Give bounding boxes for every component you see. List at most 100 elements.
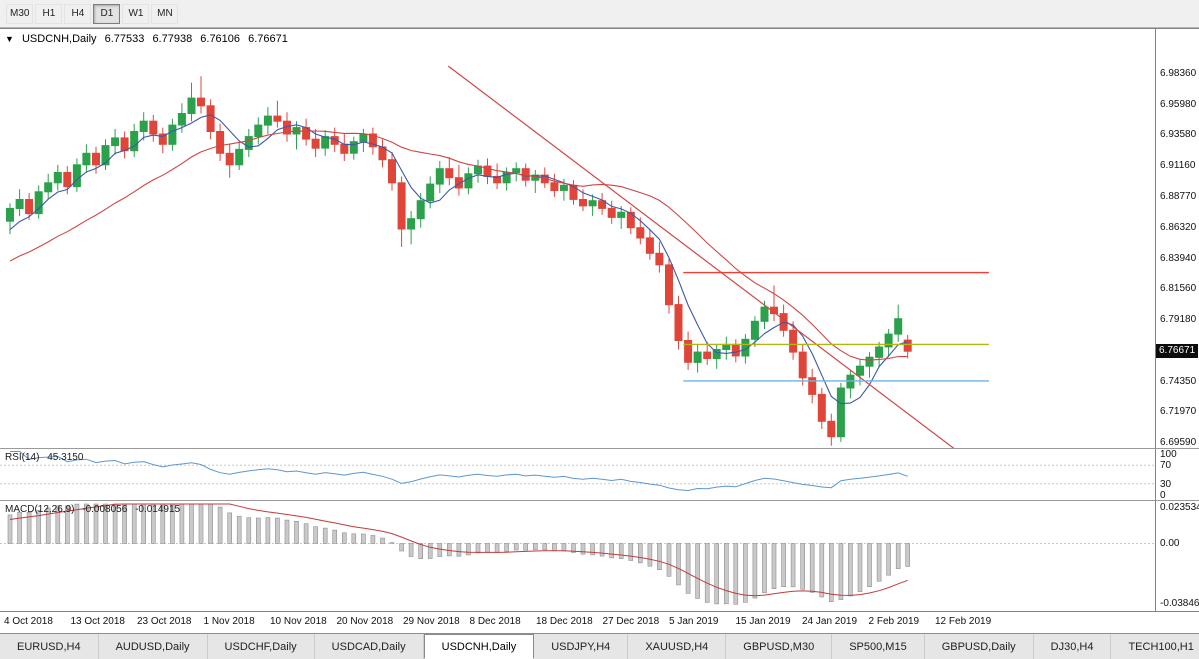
macd-histogram-bar [189,503,194,544]
macd-histogram-bar [208,503,213,544]
macd-histogram-bar [341,532,347,544]
timeframe-button-mn[interactable]: MN [151,3,179,24]
macd-histogram-bar [771,543,777,590]
rsi-label: RSI(14) [5,452,40,463]
symbol-tab-gbpusd-m30[interactable]: GBPUSD,M30 [726,634,833,659]
rsi-canvas[interactable] [0,449,1155,500]
rsi-pane[interactable]: RSI(14) 45.3150 [0,448,1155,500]
macd-histogram-bar [466,543,471,556]
macd-histogram-bar [294,520,299,544]
timeframe-button-h4[interactable]: H4 [64,3,92,24]
timeframe-button-d1[interactable]: D1 [93,3,121,24]
symbol-tab-sp500-m15[interactable]: SP500,M15 [832,634,925,659]
symbol-tab-xauusd-h4[interactable]: XAUUSD,H4 [628,634,727,659]
macd-histogram-bar [571,543,576,553]
time-axis[interactable]: 4 Oct 2018 13 Oct 2018 23 Oct 2018 1 Nov 20… [0,611,1199,633]
timeframe-button-h1[interactable]: H1 [35,3,63,24]
macd-histogram-bar [618,543,624,559]
macd-main-value: -0.008056 [82,504,128,515]
symbol-tab-usdchf-daily[interactable]: USDCHF,Daily [207,634,315,659]
macd-histogram-bar [265,517,271,544]
macd-histogram-bar [303,523,309,544]
macd-histogram-bar [437,543,443,557]
macd-histogram-bar [666,543,672,577]
macd-signal-value: -0.014915 [135,504,181,515]
symbol-tab-dj30-h4[interactable]: DJ30,H4 [1033,634,1112,659]
macd-histogram-bar [418,543,424,559]
macd-axis-label: 0.00 [1160,538,1180,550]
symbol-tab-audusd-daily[interactable]: AUDUSD,Daily [98,634,208,659]
chart-collapse-arrow-icon[interactable]: ▼ [5,34,14,44]
macd-canvas[interactable] [0,501,1155,611]
chart-tab-bar: EURUSD,H4 AUDUSD,Daily USDCHF,Daily USDCAD,… [0,633,1199,659]
macd-histogram-bar [65,505,70,544]
macd-histogram-bar [800,543,806,590]
macd-histogram-bar [828,543,834,603]
macd-histogram-bar [198,503,204,544]
macd-pane[interactable]: MACD(12,26,9) -0.008056 -0.014915 [0,500,1155,611]
price-chart-pane[interactable]: ▼ USDCNH,Daily 6.77533 6.77938 6.76106 6… [0,28,1155,448]
date-axis-label: 18 Dec 2018 [536,616,593,627]
macd-histogram-bar [408,543,414,557]
macd-signal-line [9,503,908,597]
macd-histogram-bar [485,543,490,553]
macd-histogram-bar [523,543,529,551]
macd-histogram-bar [332,529,338,544]
rsi-label-row: RSI(14) 45.3150 [5,452,88,463]
trendline [447,65,955,448]
macd-histogram-bar [867,543,872,588]
macd-label-row: MACD(12,26,9) -0.008056 -0.014915 [5,504,185,515]
macd-histogram-bar [313,526,318,544]
symbol-tab-gbpusd-daily[interactable]: GBPUSD,Daily [924,634,1034,659]
macd-histogram-bar [886,543,891,576]
date-axis-label: 27 Dec 2018 [602,616,660,627]
macd-histogram-bar [17,512,22,544]
price-axis-label: 6.98360 [1160,67,1197,79]
date-axis-label: 29 Nov 2018 [403,616,460,627]
date-axis-label: 15 Jan 2019 [735,616,791,627]
price-axis-label: 6.91160 [1160,160,1196,172]
macd-histogram-bar [819,543,825,598]
macd-histogram-bar [513,543,519,551]
current-price-badge: 6.76671 [1156,344,1199,359]
price-axis-label: 6.83940 [1160,252,1197,264]
rsi-axis[interactable]: 100 70 30 0 [1155,448,1199,501]
macd-histogram-bar [838,543,844,600]
macd-histogram-bar [389,542,395,544]
macd-histogram-bar [599,543,605,557]
macd-histogram-bar [55,505,61,544]
macd-histogram-bar [284,519,290,544]
macd-histogram-bar [561,543,567,552]
date-axis-label: 8 Dec 2018 [469,616,521,627]
macd-histogram-bar [399,543,404,552]
timeframe-button-m30[interactable]: M30 [6,3,34,24]
macd-histogram-bar [647,543,653,567]
symbol-tab-eurusd-h4[interactable]: EURUSD,H4 [0,634,99,659]
date-axis-label: 20 Nov 2018 [336,616,394,627]
price-axis[interactable]: 6.98360 6.95980 6.93580 6.91160 6.88770 6.863… [1155,28,1199,448]
macd-histogram-bar [857,543,863,592]
symbol-tab-usdcad-daily[interactable]: USDCAD,Daily [314,634,424,659]
timeframe-button-w1[interactable]: W1 [122,3,150,24]
price-axis-label: 6.69590 [1160,436,1197,448]
macd-label: MACD(12,26,9) [5,504,75,515]
macd-histogram-bar [7,514,13,544]
candlestick-canvas[interactable] [0,29,1155,448]
date-axis-label: 13 Oct 2018 [70,616,125,627]
macd-histogram-bar [26,512,32,544]
macd-histogram-bar [380,537,385,544]
chart-low-value: 6.76106 [200,33,241,45]
macd-histogram-bar [45,507,51,544]
price-axis-label: 6.86320 [1160,222,1197,234]
macd-histogram-bar [752,543,758,599]
macd-histogram-bar [609,543,615,559]
macd-histogram-bar [580,543,586,555]
macd-histogram-bar [685,543,691,594]
macd-histogram-bar [542,543,548,551]
symbol-tab-usdjpy-h4[interactable]: USDJPY,H4 [534,634,629,659]
symbol-tab-usdcnh-daily[interactable]: USDCNH,Daily [423,634,535,659]
symbol-tab-tech100-h1[interactable]: TECH100,H1 [1111,634,1199,659]
